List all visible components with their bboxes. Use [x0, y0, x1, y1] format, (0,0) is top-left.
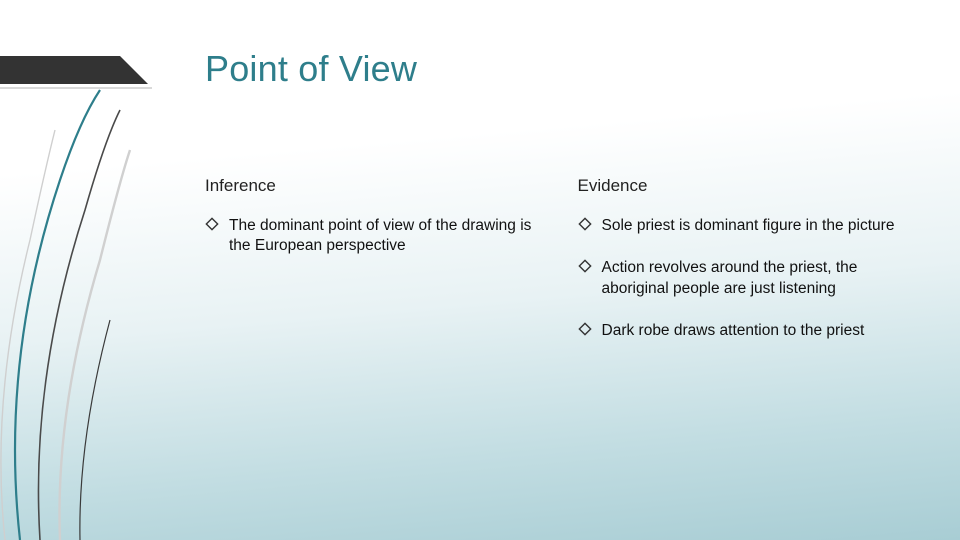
column-inference: Inference The dominant point of view of …	[205, 176, 548, 364]
list-item-text: The dominant point of view of the drawin…	[229, 217, 531, 254]
list-item-text: Sole priest is dominant figure in the pi…	[602, 217, 895, 234]
column-heading-left: Inference	[205, 176, 548, 196]
evidence-list: Sole priest is dominant figure in the pi…	[578, 216, 921, 342]
diamond-bullet-icon	[205, 217, 219, 231]
accent-bar	[0, 56, 120, 84]
column-evidence: Evidence Sole priest is dominant figure …	[578, 176, 921, 364]
slide-title: Point of View	[205, 48, 417, 90]
diamond-bullet-icon	[578, 217, 592, 231]
list-item-text: Dark robe draws attention to the priest	[602, 322, 865, 339]
column-heading-right: Evidence	[578, 176, 921, 196]
list-item: Action revolves around the priest, the a…	[578, 258, 921, 299]
list-item: The dominant point of view of the drawin…	[205, 216, 548, 257]
leaf-decoration	[0, 60, 210, 540]
inference-list: The dominant point of view of the drawin…	[205, 216, 548, 257]
list-item: Dark robe draws attention to the priest	[578, 321, 921, 341]
content-area: Inference The dominant point of view of …	[205, 176, 920, 364]
diamond-bullet-icon	[578, 259, 592, 273]
list-item: Sole priest is dominant figure in the pi…	[578, 216, 921, 236]
list-item-text: Action revolves around the priest, the a…	[602, 259, 858, 296]
accent-underline	[0, 87, 152, 89]
diamond-bullet-icon	[578, 322, 592, 336]
